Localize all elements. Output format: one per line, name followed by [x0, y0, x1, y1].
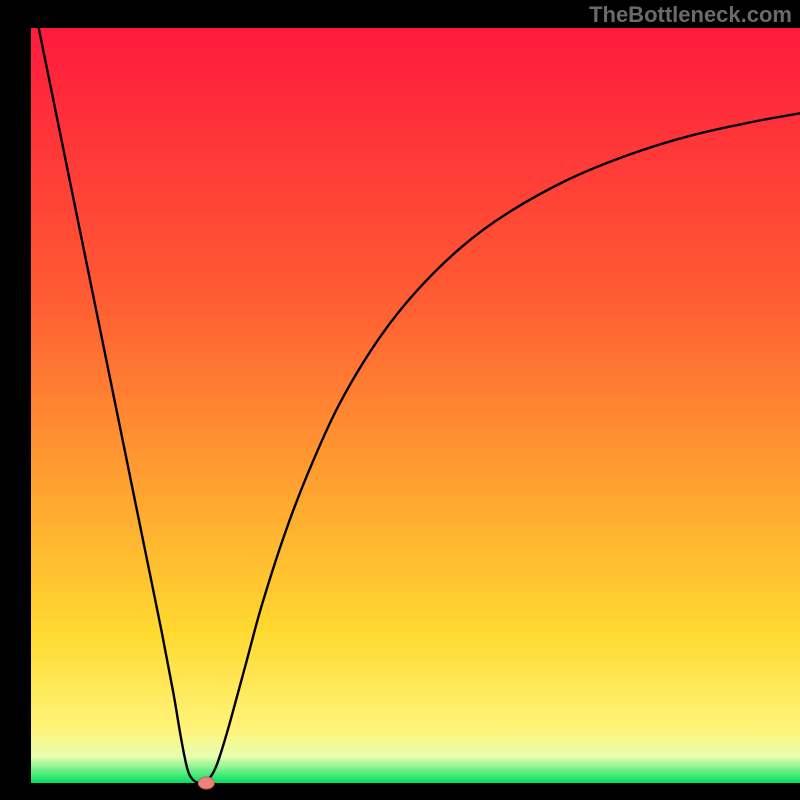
- bottleneck-curve: [39, 28, 800, 783]
- chart-container: TheBottleneck.com: [0, 0, 800, 800]
- curve-minimum-marker: [198, 777, 214, 789]
- curve-svg: [0, 0, 800, 800]
